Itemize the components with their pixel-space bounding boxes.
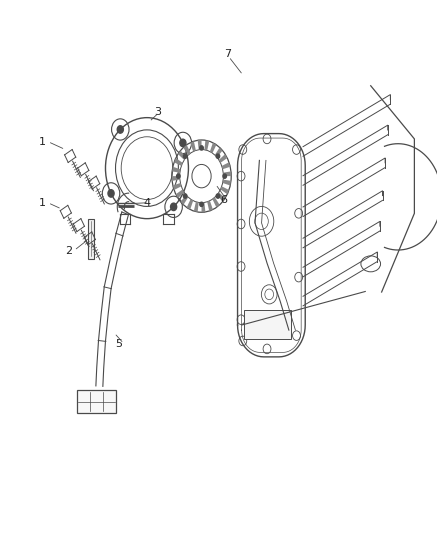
Bar bbox=[88, 219, 94, 259]
Text: 1: 1 bbox=[39, 198, 46, 208]
Polygon shape bbox=[176, 189, 184, 198]
Polygon shape bbox=[190, 141, 196, 151]
Text: 7: 7 bbox=[224, 49, 231, 59]
Text: 3: 3 bbox=[154, 107, 161, 117]
Polygon shape bbox=[201, 203, 205, 212]
Polygon shape bbox=[217, 192, 225, 201]
Polygon shape bbox=[207, 201, 213, 211]
Polygon shape bbox=[220, 187, 229, 194]
Polygon shape bbox=[194, 202, 199, 212]
Polygon shape bbox=[187, 199, 193, 209]
Polygon shape bbox=[215, 148, 223, 157]
Polygon shape bbox=[173, 183, 181, 190]
Text: 4: 4 bbox=[143, 198, 151, 208]
Polygon shape bbox=[210, 143, 216, 153]
Circle shape bbox=[216, 154, 220, 158]
Text: 2: 2 bbox=[65, 246, 72, 255]
Circle shape bbox=[177, 174, 180, 178]
Polygon shape bbox=[198, 140, 201, 150]
Bar bbox=[244, 310, 291, 339]
Circle shape bbox=[223, 174, 226, 178]
Polygon shape bbox=[223, 172, 231, 176]
Text: 1: 1 bbox=[39, 136, 46, 147]
Polygon shape bbox=[172, 167, 180, 173]
Circle shape bbox=[200, 202, 203, 206]
Circle shape bbox=[200, 146, 203, 150]
Text: 6: 6 bbox=[220, 195, 227, 205]
Circle shape bbox=[170, 203, 177, 211]
Polygon shape bbox=[178, 150, 186, 160]
Text: 5: 5 bbox=[115, 338, 122, 349]
Polygon shape bbox=[212, 197, 219, 207]
Polygon shape bbox=[205, 140, 209, 150]
Polygon shape bbox=[223, 180, 231, 185]
Polygon shape bbox=[174, 158, 183, 166]
Circle shape bbox=[117, 126, 124, 133]
Bar bbox=[77, 390, 117, 413]
Polygon shape bbox=[180, 195, 188, 205]
Polygon shape bbox=[219, 154, 227, 163]
Polygon shape bbox=[184, 145, 191, 155]
Polygon shape bbox=[172, 176, 180, 181]
Circle shape bbox=[180, 139, 186, 147]
Circle shape bbox=[184, 154, 187, 158]
Circle shape bbox=[184, 194, 187, 198]
Circle shape bbox=[108, 190, 114, 197]
Circle shape bbox=[216, 194, 220, 198]
Polygon shape bbox=[222, 162, 230, 169]
